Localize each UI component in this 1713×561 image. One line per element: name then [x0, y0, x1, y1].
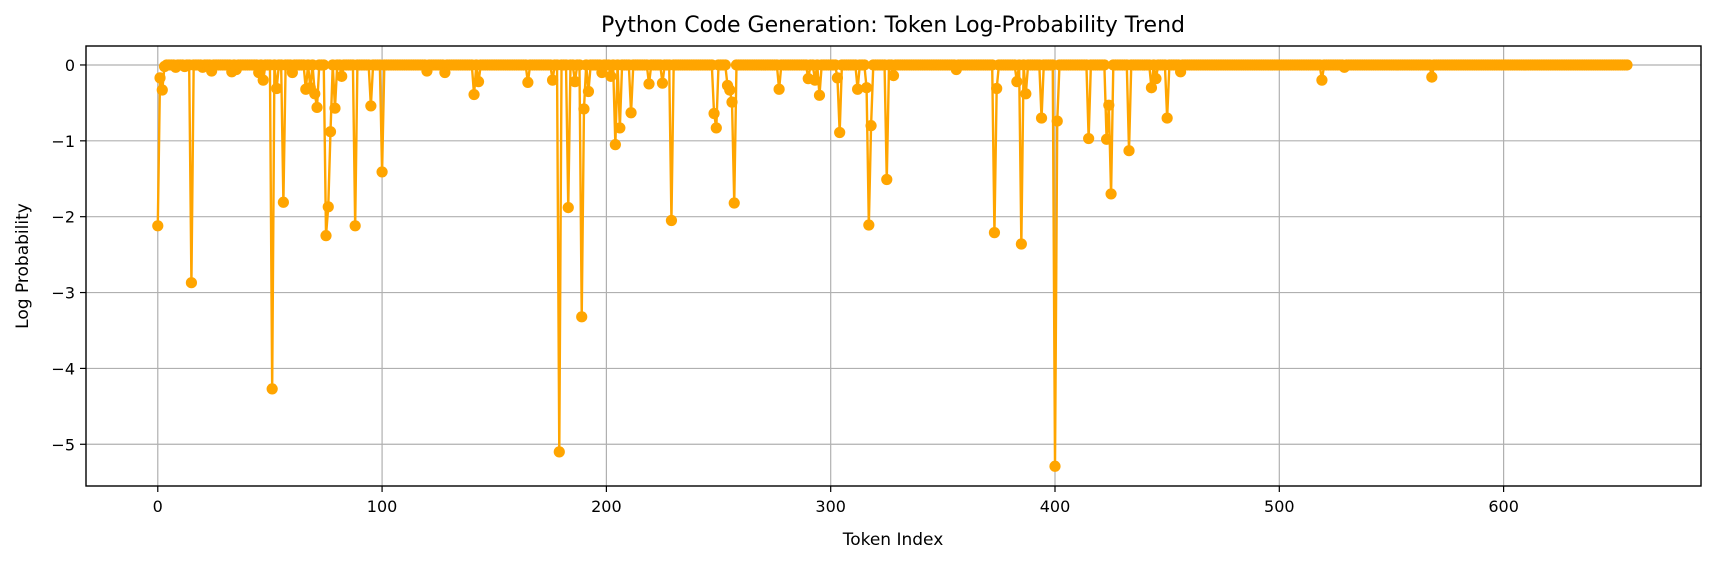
- data-point: [324, 126, 337, 138]
- x-tick-label: 300: [815, 497, 846, 516]
- data-point: [865, 120, 877, 132]
- data-point: [322, 201, 334, 213]
- x-tick-label: 500: [1264, 497, 1295, 516]
- data-point: [813, 89, 826, 101]
- data-point: [156, 84, 168, 96]
- data-point: [643, 78, 655, 90]
- y-tick-label: −2: [51, 208, 75, 227]
- data-point: [1426, 71, 1438, 83]
- y-tick-label: −1: [51, 132, 75, 151]
- data-point: [1145, 82, 1158, 94]
- chart-title: Python Code Generation: Token Log-Probab…: [601, 13, 1185, 38]
- data-point: [266, 383, 278, 395]
- data-point: [728, 197, 740, 209]
- data-point: [309, 88, 321, 100]
- series-line: [156, 63, 1627, 468]
- data-point: [852, 83, 864, 95]
- data-point: [277, 196, 289, 208]
- data-point: [605, 70, 617, 82]
- data-point: [553, 446, 565, 458]
- data-point: [472, 76, 485, 88]
- axis-ticks: 0 100 200 300 400 500 600 0 −1 −2 −3 −4 −5: [51, 56, 1518, 516]
- data-point: [185, 277, 198, 289]
- data-point: [376, 166, 388, 178]
- data-point-baseline: [1098, 59, 1110, 71]
- data-point-baseline: [318, 59, 330, 71]
- data-point: [1316, 74, 1328, 86]
- data-point: [708, 107, 720, 120]
- x-axis-label: Token Index: [842, 530, 944, 550]
- data-point: [656, 77, 669, 89]
- data-point: [562, 201, 574, 214]
- data-point: [863, 219, 875, 231]
- data-point: [546, 74, 559, 86]
- data-point: [881, 173, 893, 186]
- data-point: [809, 74, 821, 86]
- y-tick-label: −4: [51, 359, 75, 378]
- data-point: [154, 72, 166, 84]
- data-point: [329, 102, 341, 114]
- data-point: [271, 82, 283, 95]
- x-tick-label: 0: [153, 497, 163, 516]
- grid-lines: [86, 46, 1701, 486]
- data-point: [1100, 133, 1113, 145]
- data-point: [1103, 99, 1115, 111]
- data-point: [726, 96, 738, 108]
- data-point: [576, 311, 588, 323]
- data-point: [578, 103, 590, 115]
- data-point: [609, 139, 621, 151]
- data-point: [665, 214, 678, 227]
- data-point: [614, 122, 626, 134]
- data-point: [773, 83, 785, 95]
- data-point: [1049, 460, 1061, 472]
- data-point-baseline: [858, 59, 870, 71]
- data-point: [625, 107, 637, 119]
- data-point: [710, 122, 722, 134]
- data-point: [582, 85, 595, 98]
- data-point: [1123, 145, 1135, 157]
- data-point: [887, 69, 900, 82]
- data-point: [991, 82, 1003, 95]
- plot-frame: [85, 45, 1702, 487]
- y-tick-label: −3: [51, 284, 75, 303]
- data-point: [349, 220, 361, 232]
- data-point: [1150, 73, 1162, 85]
- x-tick-label: 400: [1040, 497, 1071, 516]
- y-tick-label: 0: [65, 56, 75, 75]
- data-point: [257, 74, 269, 86]
- x-tick-label: 600: [1488, 497, 1519, 516]
- data-point: [569, 76, 581, 88]
- data-point: [1011, 76, 1023, 88]
- data-point: [860, 82, 873, 94]
- data-point: [365, 100, 377, 112]
- data-point: [834, 126, 846, 139]
- y-axis-label: Log Probability: [13, 203, 33, 329]
- data-point: [152, 220, 164, 232]
- data-point: [1083, 132, 1095, 145]
- data-point-baseline: [719, 59, 731, 71]
- x-tick-label: 100: [367, 497, 398, 516]
- series-line-group: [152, 59, 1633, 472]
- data-point: [831, 72, 844, 84]
- data-point: [724, 84, 736, 96]
- data-point: [320, 230, 332, 242]
- y-tick-label: −5: [51, 435, 75, 454]
- data-point: [1020, 88, 1032, 100]
- data-point: [1035, 112, 1048, 124]
- data-point: [522, 76, 534, 89]
- data-point: [336, 70, 348, 82]
- data-point: [1161, 112, 1173, 124]
- data-point: [988, 227, 1001, 239]
- data-point: [1105, 188, 1117, 200]
- data-point: [311, 101, 323, 114]
- data-point: [468, 88, 480, 101]
- data-point-baseline: [1621, 59, 1633, 71]
- data-point: [1051, 115, 1063, 127]
- x-tick-label: 200: [591, 497, 622, 516]
- data-point: [1015, 238, 1027, 250]
